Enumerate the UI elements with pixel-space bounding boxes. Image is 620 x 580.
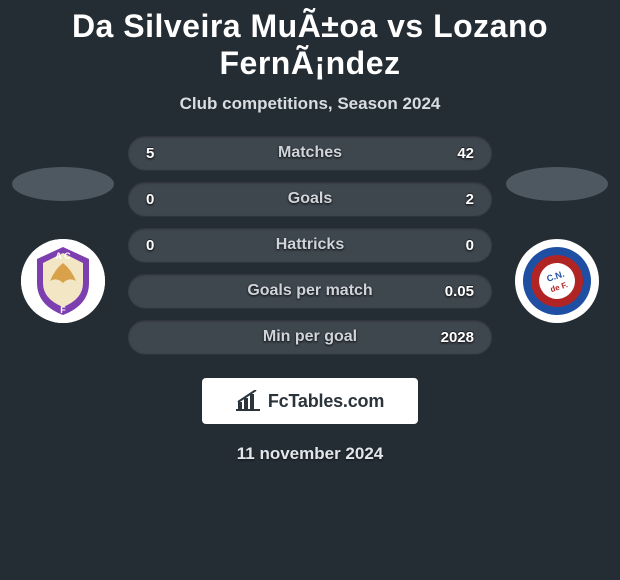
right-flag-ellipse	[506, 167, 608, 201]
date-text: 11 november 2024	[0, 444, 620, 464]
left-club-crest: A C F	[21, 239, 105, 323]
stat-right-value: 0	[434, 237, 474, 254]
right-crest-icon: C.N. de F.	[515, 239, 599, 323]
right-club-crest: C.N. de F.	[515, 239, 599, 323]
stat-left-value: 5	[146, 145, 186, 162]
stat-right-value: 42	[434, 145, 474, 162]
page-title: Da Silveira MuÃ±oa vs Lozano FernÃ¡ndez	[0, 0, 620, 82]
svg-text:F: F	[60, 305, 66, 315]
brand-badge: FcTables.com	[202, 378, 418, 424]
stat-row: 0 Goals 2	[128, 182, 492, 216]
stat-left-value: 0	[146, 191, 186, 208]
stat-rows: 5 Matches 42 0 Goals 2 0 Hattricks 0 Goa…	[118, 136, 502, 354]
right-side: C.N. de F.	[502, 167, 612, 323]
stat-row: Min per goal 2028	[128, 320, 492, 354]
comparison-panel: A C F 5 Matches 42 0 Goals 2 0 Hattricks…	[0, 136, 620, 354]
stat-left-value: 0	[146, 237, 186, 254]
left-flag-ellipse	[12, 167, 114, 201]
left-crest-icon: A C F	[21, 239, 105, 323]
stat-right-value: 2028	[434, 329, 474, 346]
stat-right-value: 0.05	[434, 283, 474, 300]
brand-chart-icon	[236, 390, 262, 412]
stat-row: 5 Matches 42	[128, 136, 492, 170]
stat-row: Goals per match 0.05	[128, 274, 492, 308]
stat-row: 0 Hattricks 0	[128, 228, 492, 262]
subtitle: Club competitions, Season 2024	[0, 94, 620, 114]
stat-right-value: 2	[434, 191, 474, 208]
left-side: A C F	[8, 167, 118, 323]
svg-text:A C: A C	[55, 251, 71, 261]
brand-text: FcTables.com	[268, 391, 384, 412]
